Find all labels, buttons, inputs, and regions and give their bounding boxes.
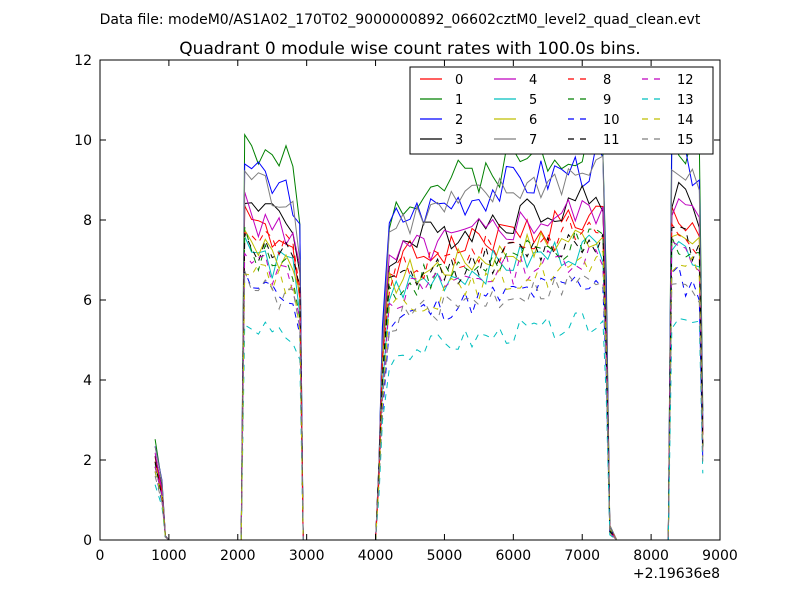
- legend-label-4: 4: [529, 73, 537, 88]
- x-tick-label: 4000: [358, 548, 394, 564]
- x-tick-label: 5000: [427, 548, 463, 564]
- series-line-13: [154, 312, 704, 540]
- series-line-10: [154, 264, 704, 540]
- legend-label-8: 8: [603, 73, 611, 88]
- series-line-9: [154, 227, 704, 540]
- x-offset-text: +2.19636e8: [633, 566, 720, 582]
- series-line-6: [154, 228, 704, 540]
- series-line-12: [154, 240, 704, 540]
- legend-label-1: 1: [455, 93, 463, 108]
- axis-layer: 0 1000 2000 3000 4000 5000 6000 7000 8000 9000 0 2 4…: [74, 53, 738, 564]
- series-line-8: [154, 215, 704, 540]
- x-tick-label: 1000: [151, 548, 187, 564]
- x-tick-label: 7000: [564, 548, 600, 564]
- legend-label-14: 14: [677, 113, 694, 128]
- figure-suptitle: Data file: modeM0/AS1A02_170T02_90000008…: [100, 12, 701, 28]
- y-tick-label: 12: [74, 53, 92, 69]
- series-line-7: [154, 155, 704, 540]
- legend-label-10: 10: [603, 113, 620, 128]
- y-tick-label: 6: [83, 293, 92, 309]
- legend-label-5: 5: [529, 93, 537, 108]
- legend-label-2: 2: [455, 113, 463, 128]
- y-tick-label: 0: [83, 533, 92, 549]
- legend-label-3: 3: [455, 133, 463, 148]
- legend-label-13: 13: [677, 93, 694, 108]
- series-line-2: [154, 141, 704, 540]
- x-tick-label: 8000: [633, 548, 669, 564]
- x-tick-label: 9000: [702, 548, 738, 564]
- y-tick-label: 10: [74, 133, 92, 149]
- series-line-14: [154, 250, 704, 540]
- series-layer: [154, 125, 704, 540]
- x-tick-label: 6000: [496, 548, 532, 564]
- series-line-3: [154, 181, 704, 540]
- legend-label-0: 0: [455, 73, 463, 88]
- y-tick-label: 4: [83, 373, 92, 389]
- y-tick-label: 2: [83, 453, 92, 469]
- legend-label-12: 12: [677, 73, 694, 88]
- y-tick-label: 8: [83, 213, 92, 229]
- series-line-5: [154, 234, 704, 540]
- series-line-1: [154, 125, 704, 540]
- x-tick-label: 0: [96, 548, 105, 564]
- legend-box: [409, 66, 714, 155]
- legend-label-7: 7: [529, 133, 537, 148]
- legend-label-15: 15: [677, 133, 694, 148]
- series-line-4: [154, 191, 704, 540]
- legend-label-9: 9: [603, 93, 611, 108]
- x-tick-label: 3000: [289, 548, 325, 564]
- legend-label-11: 11: [603, 133, 620, 148]
- legend-label-6: 6: [529, 113, 537, 128]
- x-tick-label: 2000: [220, 548, 256, 564]
- series-line-15: [154, 270, 704, 540]
- chart-title: Quadrant 0 module wise count rates with …: [179, 39, 640, 59]
- series-line-11: [154, 225, 704, 540]
